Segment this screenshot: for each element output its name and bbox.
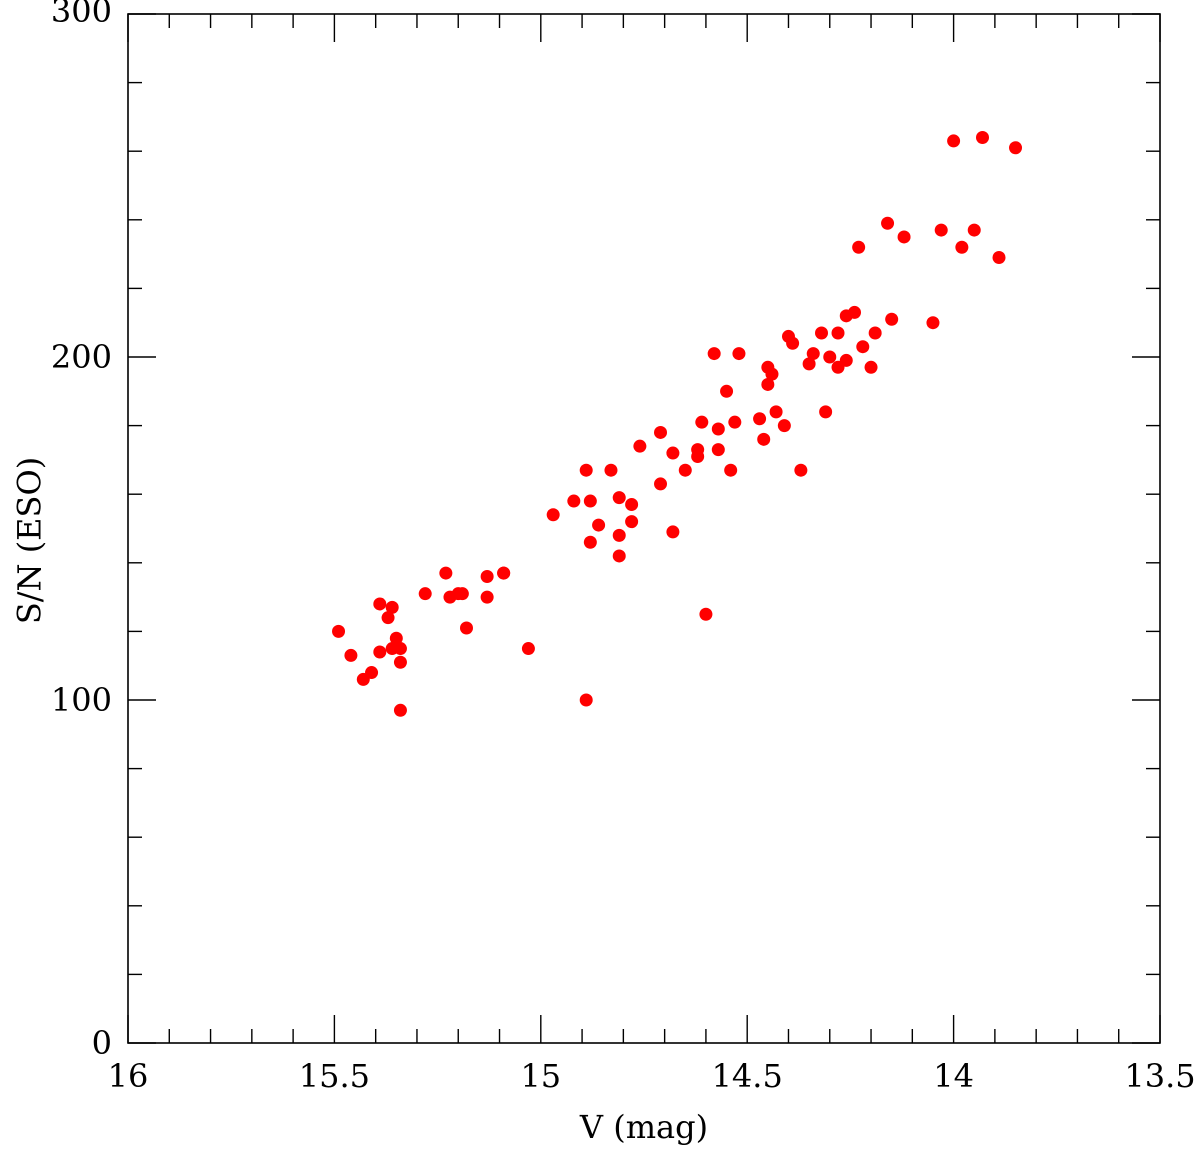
data-point bbox=[720, 384, 734, 398]
data-point bbox=[934, 223, 948, 237]
data-point bbox=[332, 624, 346, 638]
data-point bbox=[728, 415, 742, 429]
x-tick-label: 15 bbox=[520, 1057, 561, 1095]
data-point bbox=[975, 130, 989, 144]
data-point bbox=[753, 412, 767, 426]
data-point bbox=[480, 570, 494, 584]
data-point bbox=[707, 347, 721, 361]
x-tick-label: 15.5 bbox=[299, 1057, 370, 1095]
data-point bbox=[1009, 141, 1023, 155]
data-point bbox=[373, 645, 387, 659]
data-point bbox=[848, 305, 862, 319]
data-point bbox=[678, 463, 692, 477]
data-point bbox=[831, 326, 845, 340]
data-point bbox=[393, 642, 407, 656]
data-point bbox=[691, 443, 705, 457]
data-point bbox=[794, 463, 808, 477]
data-point bbox=[344, 648, 358, 662]
data-point bbox=[480, 590, 494, 604]
data-point bbox=[612, 528, 626, 542]
data-point bbox=[439, 566, 453, 580]
data-point bbox=[769, 405, 783, 419]
data-point bbox=[823, 350, 837, 364]
data-point bbox=[418, 587, 432, 601]
data-point bbox=[546, 508, 560, 522]
x-tick-label: 16 bbox=[108, 1057, 149, 1095]
y-tick-label: 300 bbox=[51, 0, 112, 30]
data-point bbox=[786, 336, 800, 350]
data-point bbox=[955, 240, 969, 254]
data-point bbox=[947, 134, 961, 148]
data-point bbox=[732, 347, 746, 361]
data-point bbox=[497, 566, 511, 580]
axis-tick-labels: 16 15.5 15 14.5 14 13.5 0 100 200 300 bbox=[51, 0, 1196, 1095]
data-point bbox=[381, 611, 395, 625]
data-point bbox=[459, 621, 473, 635]
data-point bbox=[852, 240, 866, 254]
y-tick-label: 0 bbox=[92, 1024, 112, 1062]
data-point bbox=[625, 497, 639, 511]
data-point bbox=[926, 316, 940, 330]
data-point bbox=[802, 357, 816, 371]
data-point bbox=[757, 432, 771, 446]
data-point bbox=[389, 631, 403, 645]
data-point bbox=[815, 326, 829, 340]
data-point bbox=[699, 607, 713, 621]
data-point bbox=[881, 216, 895, 230]
data-point bbox=[654, 477, 668, 491]
x-tick-label: 14 bbox=[933, 1057, 974, 1095]
data-point bbox=[711, 422, 725, 436]
data-point bbox=[868, 326, 882, 340]
data-point bbox=[885, 312, 899, 326]
data-point bbox=[579, 463, 593, 477]
data-point bbox=[604, 463, 618, 477]
axis-ticks bbox=[127, 13, 1161, 1044]
data-point bbox=[625, 515, 639, 529]
data-point bbox=[864, 360, 878, 374]
data-point bbox=[567, 494, 581, 508]
data-point bbox=[761, 377, 775, 391]
data-point bbox=[992, 251, 1006, 265]
data-point bbox=[806, 347, 820, 361]
x-tick-label: 14.5 bbox=[712, 1057, 783, 1095]
data-point bbox=[592, 518, 606, 532]
data-point bbox=[856, 340, 870, 354]
data-point bbox=[633, 439, 647, 453]
data-point bbox=[393, 655, 407, 669]
data-point bbox=[724, 463, 738, 477]
data-point bbox=[521, 642, 535, 656]
data-point bbox=[695, 415, 709, 429]
x-axis-label: V (mag) bbox=[579, 1108, 708, 1146]
data-point bbox=[365, 666, 379, 680]
data-point bbox=[777, 419, 791, 433]
x-tick-label: 13.5 bbox=[1124, 1057, 1195, 1095]
plot-frame bbox=[127, 13, 1161, 1044]
data-point bbox=[583, 535, 597, 549]
data-point bbox=[666, 525, 680, 539]
y-tick-label: 100 bbox=[51, 681, 112, 719]
data-point bbox=[612, 549, 626, 563]
data-points bbox=[332, 130, 1023, 717]
data-point bbox=[393, 703, 407, 717]
data-point bbox=[385, 600, 399, 614]
y-tick-label: 200 bbox=[51, 338, 112, 376]
data-point bbox=[455, 587, 469, 601]
data-point bbox=[839, 353, 853, 367]
data-point bbox=[583, 494, 597, 508]
data-point bbox=[579, 693, 593, 707]
data-point bbox=[373, 597, 387, 611]
data-point bbox=[666, 446, 680, 460]
y-axis-label: S/N (ESO) bbox=[11, 457, 49, 624]
data-point bbox=[765, 367, 779, 381]
data-point bbox=[819, 405, 833, 419]
data-point bbox=[654, 425, 668, 439]
data-point bbox=[967, 223, 981, 237]
data-point bbox=[897, 230, 911, 244]
data-point bbox=[612, 491, 626, 505]
data-point bbox=[711, 443, 725, 457]
